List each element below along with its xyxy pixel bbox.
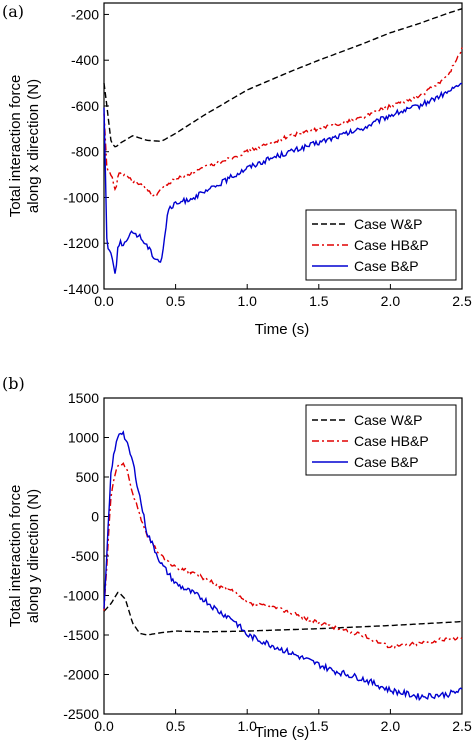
legend-label-b-bp: Case B&P (354, 454, 419, 470)
y-tick-label: -1000 (63, 189, 99, 205)
series-line-a-bp (103, 82, 463, 274)
x-tick-label: 0.0 (94, 293, 114, 309)
y-tick-label: -1000 (63, 588, 99, 604)
x-tick-label: 2.5 (452, 293, 472, 309)
y-tick-label: -1400 (63, 281, 99, 297)
y-tick-label: -500 (71, 548, 99, 564)
series-lines-a (103, 8, 463, 274)
legend-label-b-hbp: Case HB&P (354, 433, 429, 449)
y-tick-label: -2500 (63, 706, 99, 722)
series-lines-b (103, 430, 463, 702)
series-line-b-hbp (103, 462, 463, 649)
y-axis-label-a-line1: Total interaction force (7, 75, 24, 218)
y-axis-label-b-line2: along y direction (N) (25, 489, 42, 623)
x-tick-label: 2.0 (381, 293, 401, 309)
x-tick-label: 0.5 (166, 293, 186, 309)
legend-b: Case W&P Case HB&P Case B&P (305, 404, 457, 476)
series-line-a-hbp (103, 47, 463, 198)
y-axis-label-a-line2: along x direction (N) (25, 79, 42, 213)
x-tick-label: 1.5 (309, 293, 329, 309)
x-tick-label: 0.0 (94, 718, 114, 734)
y-tick-label: -200 (71, 6, 99, 22)
series-line-b-wp (103, 591, 462, 636)
legend-a: Case W&P Case HB&P Case B&P (305, 209, 457, 281)
x-tick-label: 2.0 (381, 718, 401, 734)
axis-ticks-a: 0.0 0.5 1.0 1.5 2.0 2.5 -1400 -1200 -1000 -800 -60… (63, 6, 472, 309)
y-tick-label: -1200 (63, 235, 99, 251)
plot-area-a (103, 2, 463, 290)
y-tick-label: -400 (71, 52, 99, 68)
x-tick-label: 2.5 (452, 718, 472, 734)
y-tick-label: -2000 (63, 667, 99, 683)
chart-panel-b: (b) 0.0 0.5 1.0 1.5 2.0 2.5 -2500 -2000 -1500 -10… (2, 374, 472, 741)
y-tick-label: -600 (71, 98, 99, 114)
legend-label-b-wp: Case W&P (354, 412, 422, 428)
panel-label-b: (b) (2, 374, 25, 393)
x-axis-label-b: Time (s) (255, 724, 309, 741)
y-tick-label: 500 (76, 469, 100, 485)
x-tick-label: 1.0 (237, 718, 257, 734)
y-axis-label-b-line1: Total interaction force (7, 485, 24, 628)
legend-label-a-bp: Case B&P (354, 258, 419, 274)
legend-label-a-wp: Case W&P (354, 216, 422, 232)
axis-ticks-b: 0.0 0.5 1.0 1.5 2.0 2.5 -2500 -2000 -1500 -1000 -5… (63, 390, 472, 734)
y-tick-label: 1500 (68, 390, 99, 406)
legend-label-a-hbp: Case HB&P (354, 237, 429, 253)
legend-box-b (305, 404, 457, 476)
y-tick-label: -1500 (63, 627, 99, 643)
x-tick-label: 1.5 (309, 718, 329, 734)
x-tick-label: 0.5 (166, 718, 186, 734)
panel-label-a: (a) (2, 2, 24, 21)
series-line-a-wp (103, 8, 463, 148)
y-tick-label: 0 (91, 509, 99, 525)
y-tick-label: -800 (71, 144, 99, 160)
x-tick-label: 1.0 (237, 293, 257, 309)
y-tick-label: 1000 (68, 430, 99, 446)
x-axis-label-a: Time (s) (255, 321, 309, 338)
series-line-b-bp (103, 430, 463, 702)
chart-panel-a: (a) 0.0 0.5 1.0 1.5 2.0 2.5 -1400 -1200 -1000 -80… (2, 2, 472, 338)
